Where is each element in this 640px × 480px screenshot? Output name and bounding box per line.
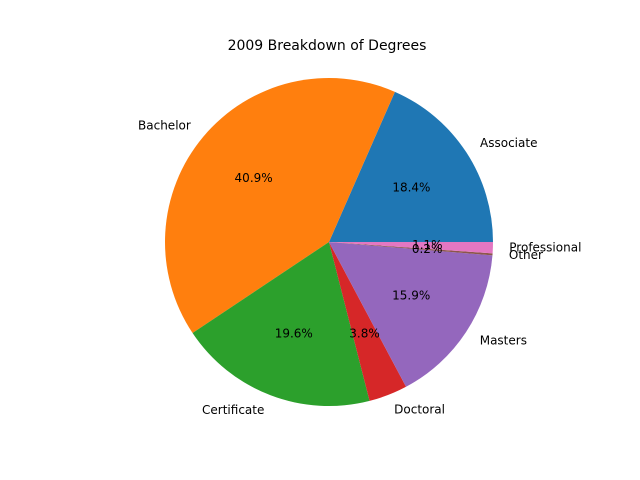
pct-label-professional: 1.1% <box>412 238 443 252</box>
slice-label-masters: Masters <box>480 334 527 348</box>
pct-label-associate: 18.4% <box>392 181 430 195</box>
slice-label-bachelor: Bachelor <box>138 119 191 133</box>
pct-label-certificate: 19.6% <box>275 326 313 340</box>
slice-label-other: Other <box>509 248 543 262</box>
slice-label-associate: Associate <box>480 136 537 150</box>
pie-slice-bachelor <box>165 78 395 333</box>
slice-label-professional: Professional <box>509 241 581 255</box>
pie-slice-other <box>329 242 493 256</box>
pct-label-bachelor: 40.9% <box>235 171 273 185</box>
pie-slice-doctoral <box>329 242 407 401</box>
pie-slice-masters <box>329 242 493 387</box>
slice-label-doctoral: Doctoral <box>394 403 445 417</box>
pct-label-other: 0.2% <box>412 242 443 256</box>
pie-slices <box>165 78 493 406</box>
pie-labels: Associate 18.4% Bachelor 40.9% Certificate 19… <box>138 119 581 417</box>
pct-label-masters: 15.9% <box>392 289 430 303</box>
slice-label-certificate: Certificate <box>202 403 264 417</box>
pie-slice-certificate <box>192 242 370 406</box>
pie-slice-professional <box>329 242 493 254</box>
pct-label-doctoral: 3.8% <box>349 326 380 340</box>
pie-slice-associate <box>329 91 493 242</box>
chart-title: 2009 Breakdown of Degrees <box>228 38 427 54</box>
